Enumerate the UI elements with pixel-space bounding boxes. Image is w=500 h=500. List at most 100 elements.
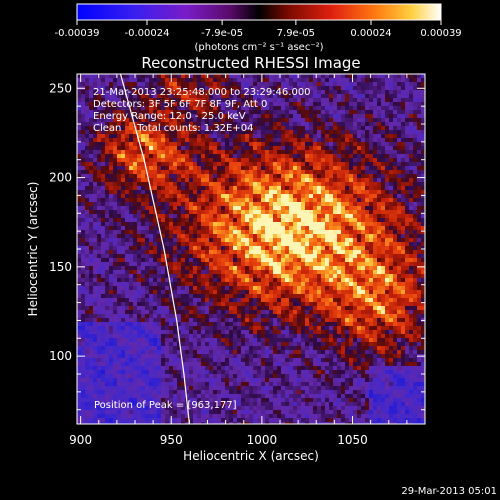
heatmap-cell	[241, 86, 245, 90]
heatmap-cell	[217, 266, 221, 270]
heatmap-cell	[337, 270, 341, 274]
heatmap-cell	[157, 106, 161, 110]
heatmap-cell	[169, 214, 173, 218]
heatmap-cell	[81, 218, 85, 222]
heatmap-cell	[173, 294, 177, 298]
heatmap-cell	[253, 210, 257, 214]
heatmap-cell	[385, 238, 389, 242]
heatmap-cell	[393, 106, 397, 110]
heatmap-cell	[321, 126, 325, 130]
heatmap-cell	[377, 178, 381, 182]
heatmap-cell	[377, 114, 381, 118]
heatmap-cell	[229, 254, 233, 258]
heatmap-cell	[185, 278, 189, 282]
heatmap-cell	[297, 230, 301, 234]
heatmap-cell	[389, 118, 393, 122]
heatmap-cell	[209, 178, 213, 182]
heatmap-cell	[309, 150, 313, 154]
heatmap-cell	[117, 94, 121, 98]
heatmap-cell	[397, 226, 401, 230]
heatmap-cell	[261, 182, 265, 186]
heatmap-cell	[409, 162, 413, 166]
heatmap-cell	[249, 206, 253, 210]
heatmap-cell	[257, 254, 261, 258]
heatmap-cell	[293, 118, 297, 122]
heatmap-cell	[109, 258, 113, 262]
heatmap-cell	[253, 130, 257, 134]
heatmap-cell	[397, 250, 401, 254]
heatmap-cell	[121, 190, 125, 194]
heatmap-cell	[317, 134, 321, 138]
heatmap-cell	[313, 258, 317, 262]
heatmap-cell	[177, 278, 181, 282]
heatmap-cell	[361, 246, 365, 250]
heatmap-cell	[137, 178, 141, 182]
heatmap-cell	[305, 130, 309, 134]
heatmap-cell	[197, 218, 201, 222]
heatmap-cell	[389, 106, 393, 110]
heatmap-cell	[285, 286, 289, 290]
heatmap-cell	[137, 170, 141, 174]
heatmap-cell	[181, 238, 185, 242]
heatmap-cell	[345, 262, 349, 266]
heatmap-cell	[213, 74, 217, 78]
heatmap-cell	[241, 110, 245, 114]
heatmap-cell	[229, 174, 233, 178]
heatmap-cell	[349, 206, 353, 210]
heatmap-cell	[321, 218, 325, 222]
heatmap-cell	[237, 190, 241, 194]
heatmap-cell	[317, 254, 321, 258]
heatmap-cell	[329, 78, 333, 82]
heatmap-cell	[185, 146, 189, 150]
heatmap-cell	[225, 126, 229, 130]
heatmap-cell	[221, 214, 225, 218]
heatmap-cell	[197, 174, 201, 178]
heatmap-cell	[121, 246, 125, 250]
heatmap-cell	[173, 282, 177, 286]
heatmap-cell	[213, 162, 217, 166]
heatmap-cell	[405, 250, 409, 254]
heatmap-cell	[197, 178, 201, 182]
heatmap-cell	[285, 182, 289, 186]
heatmap-cell	[389, 90, 393, 94]
heatmap-cell	[421, 290, 425, 294]
heatmap-cell	[293, 234, 297, 238]
heatmap-cell	[421, 242, 425, 246]
heatmap-cell	[393, 74, 397, 78]
heatmap-cell	[161, 246, 165, 250]
heatmap-cell	[309, 174, 313, 178]
heatmap-cell	[325, 74, 329, 78]
heatmap-cell	[213, 146, 217, 150]
heatmap-cell	[297, 114, 301, 118]
heatmap-cell	[169, 110, 173, 114]
heatmap-cell	[137, 226, 141, 230]
heatmap-cell	[349, 118, 353, 122]
heatmap-cell	[193, 230, 197, 234]
heatmap-cell	[85, 142, 89, 146]
heatmap-cell	[357, 230, 361, 234]
heatmap-cell	[349, 98, 353, 102]
heatmap-cell	[269, 166, 273, 170]
heatmap-cell	[81, 138, 85, 142]
heatmap-cell	[133, 250, 137, 254]
heatmap-cell	[225, 262, 229, 266]
heatmap-cell	[297, 194, 301, 198]
heatmap-cell	[293, 78, 297, 82]
heatmap-cell	[313, 82, 317, 86]
heatmap-cell	[249, 134, 253, 138]
heatmap-cell	[385, 218, 389, 222]
heatmap-cell	[173, 158, 177, 162]
heatmap-cell	[289, 246, 293, 250]
heatmap-cell	[161, 86, 165, 90]
heatmap-cell	[301, 142, 305, 146]
heatmap-cell	[177, 134, 181, 138]
heatmap-cell	[197, 110, 201, 114]
heatmap-cell	[109, 270, 113, 274]
heatmap-cell	[369, 106, 373, 110]
heatmap-cell	[109, 118, 113, 122]
heatmap-cell	[177, 274, 181, 278]
heatmap-cell	[317, 226, 321, 230]
heatmap-cell	[261, 198, 265, 202]
heatmap-cell	[113, 214, 117, 218]
heatmap-cell	[97, 150, 101, 154]
